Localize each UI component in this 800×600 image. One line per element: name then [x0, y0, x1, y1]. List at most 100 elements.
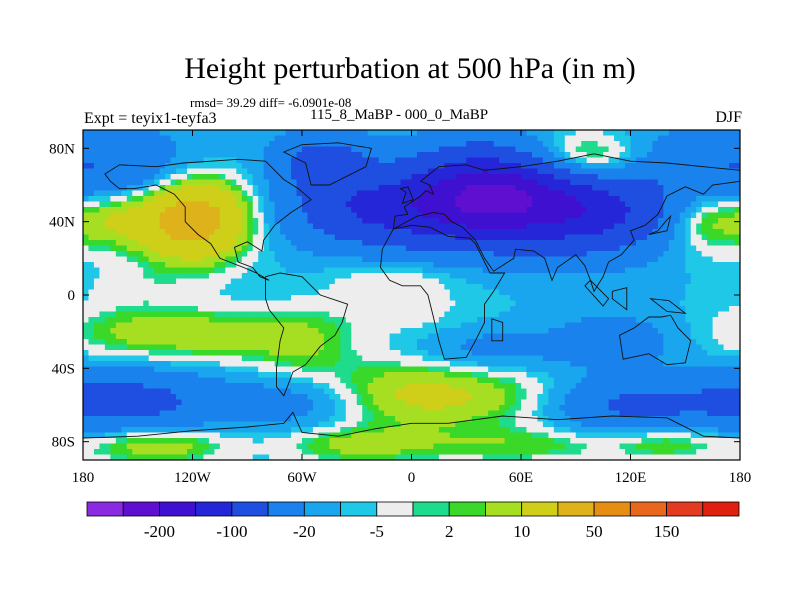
field-cell: [411, 168, 418, 175]
field-cell: [225, 218, 232, 225]
field-cell: [395, 284, 402, 291]
field-cell: [477, 207, 484, 214]
field-cell: [712, 168, 719, 175]
field-cell: [378, 174, 385, 181]
field-cell: [657, 256, 664, 263]
field-cell: [570, 229, 577, 236]
field-cell: [280, 146, 287, 153]
field-cell: [88, 212, 95, 219]
field-cell: [455, 289, 462, 296]
field-cell: [230, 229, 237, 236]
field-cell: [302, 262, 309, 269]
field-cell: [83, 152, 90, 159]
field-cell: [729, 207, 736, 214]
field-cell: [592, 245, 599, 252]
field-cell: [427, 218, 434, 225]
field-cell: [230, 207, 237, 214]
field-cell: [482, 130, 489, 137]
field-cell: [466, 262, 473, 269]
field-cell: [630, 311, 637, 318]
field-cell: [416, 152, 424, 159]
field-cell: [252, 339, 259, 346]
field-cell: [723, 267, 730, 274]
field-cell: [734, 322, 740, 329]
field-cell: [334, 344, 341, 351]
field-cell: [460, 328, 467, 335]
field-cell: [99, 273, 106, 280]
field-cell: [707, 339, 714, 346]
field-cell: [252, 328, 259, 335]
field-cell: [510, 223, 517, 230]
field-cell: [384, 278, 391, 285]
field-cell: [208, 311, 215, 318]
field-cell: [115, 267, 122, 274]
field-cell: [269, 207, 276, 214]
field-cell: [192, 267, 199, 274]
field-cell: [466, 256, 473, 263]
field-cell: [170, 240, 177, 247]
field-cell: [143, 245, 150, 252]
field-cell: [411, 223, 418, 230]
field-cell: [668, 207, 675, 214]
field-cell: [466, 306, 473, 313]
field-cell: [334, 289, 341, 296]
field-cell: [99, 218, 106, 225]
field-cell: [548, 207, 555, 214]
field-cell: [126, 245, 133, 252]
field-cell: [537, 223, 544, 230]
field-cell: [88, 339, 95, 346]
field-cell: [466, 207, 473, 214]
field-cell: [488, 350, 495, 357]
field-cell: [247, 152, 254, 159]
field-cell: [685, 229, 692, 236]
field-cell: [433, 190, 440, 197]
field-cell: [165, 234, 172, 241]
field-cell: [575, 135, 582, 142]
field-cell: [581, 207, 588, 214]
field-cell: [542, 130, 549, 137]
field-cell: [526, 289, 533, 296]
field-cell: [104, 289, 111, 296]
field-cell: [219, 350, 226, 357]
field-cell: [411, 273, 418, 280]
field-cell: [159, 212, 166, 219]
field-cell: [154, 322, 161, 329]
field-cell: [99, 168, 106, 175]
field-cell: [586, 207, 593, 214]
field-cell: [378, 146, 385, 153]
field-cell: [455, 185, 462, 192]
field-cell: [406, 234, 413, 241]
field-cell: [263, 190, 270, 197]
field-cell: [296, 229, 303, 236]
field-cell: [553, 130, 560, 137]
field-cell: [493, 240, 500, 247]
field-cell: [608, 245, 615, 252]
field-cell: [586, 295, 593, 302]
field-cell: [269, 218, 276, 225]
field-cell: [241, 251, 248, 258]
field-cell: [438, 130, 445, 137]
field-cell: [526, 146, 533, 153]
field-cell: [674, 146, 681, 153]
field-cell: [192, 152, 199, 159]
field-cell: [208, 207, 215, 214]
field-cell: [291, 174, 298, 181]
field-cell: [389, 157, 396, 164]
field-cell: [668, 350, 675, 357]
field-cell: [236, 218, 243, 225]
field-cell: [181, 245, 188, 252]
field-cell: [356, 322, 363, 329]
field-cell: [619, 344, 626, 351]
field-cell: [526, 218, 533, 225]
field-cell: [252, 273, 259, 280]
field-cell: [99, 201, 106, 208]
field-cell: [214, 278, 221, 285]
field-cell: [438, 322, 445, 329]
field-cell: [362, 240, 369, 247]
field-cell: [696, 311, 703, 318]
field-cell: [104, 328, 111, 335]
field-cell: [203, 218, 210, 225]
field-cell: [252, 350, 259, 357]
field-cell: [110, 339, 117, 346]
field-cell: [488, 146, 495, 153]
